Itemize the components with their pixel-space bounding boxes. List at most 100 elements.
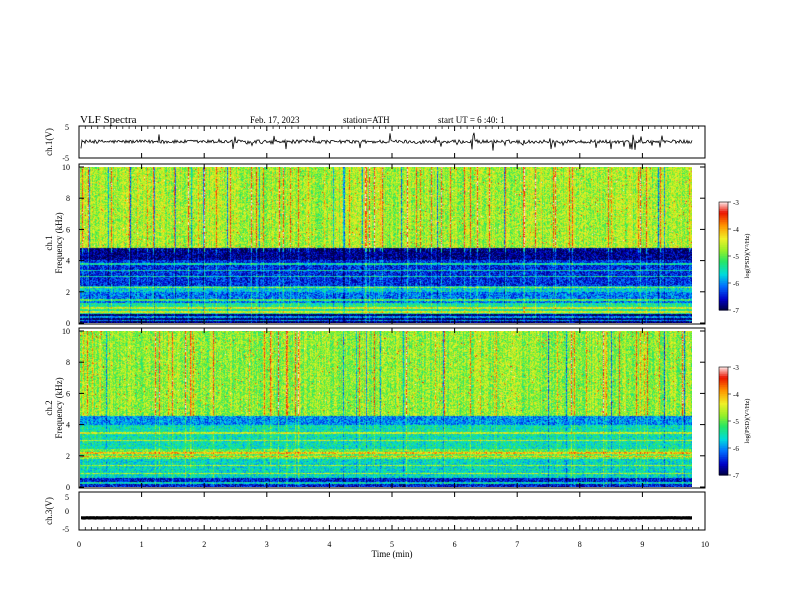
ch2-colorbar-cell <box>719 412 728 415</box>
ch3-voltage-ytick-mid: 0 <box>65 507 69 516</box>
ch1-colorbar-cell <box>719 274 728 277</box>
ch1-colorbar-cell <box>719 302 728 306</box>
ch1-voltage-ytick-top: 5 <box>65 123 69 132</box>
ch1-spectrogram-panel: ch.1 Frequency (kHz) 0 2 4 6 8 10 <box>44 163 706 328</box>
ch3-voltage-frame <box>78 491 706 531</box>
ch1-colorbar-cell <box>719 256 728 259</box>
ch2-spectrogram-image <box>80 331 692 487</box>
ch2-colorbar-cell <box>719 444 728 447</box>
ch2-colorbar-cell <box>719 415 728 418</box>
time-tick-label: 4 <box>327 540 331 549</box>
ch2-colorbar-tick-label: -6 <box>733 445 739 453</box>
ch2-spec-ytick-label: 0 <box>66 483 70 492</box>
ch1-colorbar-cell <box>719 299 728 302</box>
ch2-colorbar-cell <box>719 372 728 375</box>
ch2-colorbar-cell <box>719 406 728 409</box>
ch2-spec-ytick-label: 8 <box>66 358 70 367</box>
ch2-colorbar-cell <box>719 374 728 377</box>
ch2-colorbar-cell <box>719 424 728 427</box>
ch1-colorbar-cell <box>719 250 728 253</box>
ch1-colorbar-cell <box>719 220 728 223</box>
ch2-colorbar-cell <box>719 439 728 442</box>
ch1-colorbar-cell <box>719 212 728 216</box>
ch1-colorbar-cell <box>719 216 728 219</box>
ch1-colorbar-tick-label: -7 <box>733 307 739 315</box>
ch1-colorbar-cell <box>719 245 728 248</box>
ch1-colorbar-cell <box>719 203 728 207</box>
time-tick-label: 0 <box>77 540 81 549</box>
ch2-colorbar-cell <box>719 457 728 460</box>
ch2-colorbar-cell <box>719 435 728 438</box>
ch1-colorbar-cell <box>719 292 728 295</box>
ch1-colorbar-cell <box>719 281 728 284</box>
ch1-colorbar-cell <box>719 232 728 235</box>
ch1-spec-ytick-label: 2 <box>66 288 70 297</box>
ch1-colorbar-tick-label: -4 <box>733 226 739 234</box>
ch2-colorbar-cell <box>719 390 728 393</box>
ch1-colorbar-cell <box>719 293 728 297</box>
ch1-colorbar-tick-label: -5 <box>733 253 739 261</box>
ch2-colorbar-cell <box>719 428 728 431</box>
ch1-colorbar-cell <box>719 295 728 298</box>
ch1-colorbar-cell <box>719 257 728 261</box>
ch1-colorbar-cell <box>719 254 728 257</box>
ch1-colorbar-cell <box>719 259 728 262</box>
time-axis-label: Time (min) <box>372 549 413 559</box>
ch1-colorbar-cell <box>719 265 728 268</box>
ch1-colorbar-cell <box>719 301 728 304</box>
ch2-colorbar-cell <box>719 367 728 370</box>
ch2-colorbar-cell <box>719 379 728 382</box>
ch1-colorbar-cell <box>719 214 728 217</box>
start-time-label: start UT = 6 :40: 1 <box>438 115 505 125</box>
ch2-colorbar-cell <box>719 381 728 384</box>
ch1-spec-ytick-label: 0 <box>66 319 70 328</box>
time-tick-label: 9 <box>640 540 644 549</box>
ch2-colorbar-tick-label: -4 <box>733 391 739 399</box>
ch2-colorbar-cell <box>719 446 728 449</box>
ch1-colorbar-tick-label: -3 <box>733 199 739 207</box>
figure-title: VLF Spectra <box>80 114 137 126</box>
ch1-colorbar-cell <box>719 308 728 311</box>
ch2-colorbar-cell <box>719 466 728 469</box>
ch2-colorbar-cell <box>719 419 728 422</box>
ch1-colorbar-cell <box>719 234 728 237</box>
ch2-colorbar-cell <box>719 404 728 408</box>
time-tick-label: 3 <box>265 540 269 549</box>
ch2-colorbar-cell <box>719 413 728 417</box>
ch1-colorbar-cell <box>719 207 728 210</box>
ch2-colorbar-cell <box>719 451 728 454</box>
ch1-colorbar-cell <box>719 230 728 234</box>
ch2-colorbar-cell <box>719 401 728 404</box>
ch2-colorbar: -3 -4 -5 -6 -7 log(PSD)(V²/Hz) <box>718 364 751 480</box>
ch1-colorbar: -3 -4 -5 -6 -7 log(PSD)(V²/Hz) <box>718 199 751 315</box>
ch2-colorbar-cell <box>719 394 728 397</box>
ch2-colorbar-cell <box>719 388 728 391</box>
ch1-colorbar-cell <box>719 225 728 228</box>
ch1-colorbar-label: log(PSD)(V²/Hz) <box>744 234 751 279</box>
ch1-colorbar-cell <box>719 238 728 241</box>
ch1-colorbar-cell <box>719 227 728 230</box>
ch1-colorbar-cell <box>719 279 728 282</box>
date-label: Feb. 17, 2023 <box>250 115 300 125</box>
ch2-colorbar-cell <box>719 417 728 420</box>
ch2-colorbar-cell <box>719 385 728 388</box>
ch2-channel-label: ch.2 <box>44 400 54 415</box>
ch2-colorbar-cell <box>719 462 728 465</box>
ch1-colorbar-cell <box>719 211 728 214</box>
time-tick-label: 2 <box>202 540 206 549</box>
ch1-colorbar-cell <box>719 209 728 212</box>
ch2-spec-ytick-label: 10 <box>62 327 70 336</box>
ch2-colorbar-cell <box>719 433 728 436</box>
ch2-colorbar-cell <box>719 410 728 413</box>
ch1-colorbar-cell <box>719 263 728 266</box>
ch1-colorbar-cell <box>719 297 728 300</box>
time-tick-label: 10 <box>701 540 709 549</box>
ch2-colorbar-cell <box>719 464 728 467</box>
ch2-colorbar-cell <box>719 467 728 471</box>
ch2-colorbar-cell <box>719 448 728 451</box>
ch1-colorbar-tick-label: -6 <box>733 280 739 288</box>
ch2-colorbar-cell <box>719 460 728 463</box>
ch1-colorbar-cell <box>719 277 728 280</box>
ch2-colorbar-cell <box>719 473 728 476</box>
